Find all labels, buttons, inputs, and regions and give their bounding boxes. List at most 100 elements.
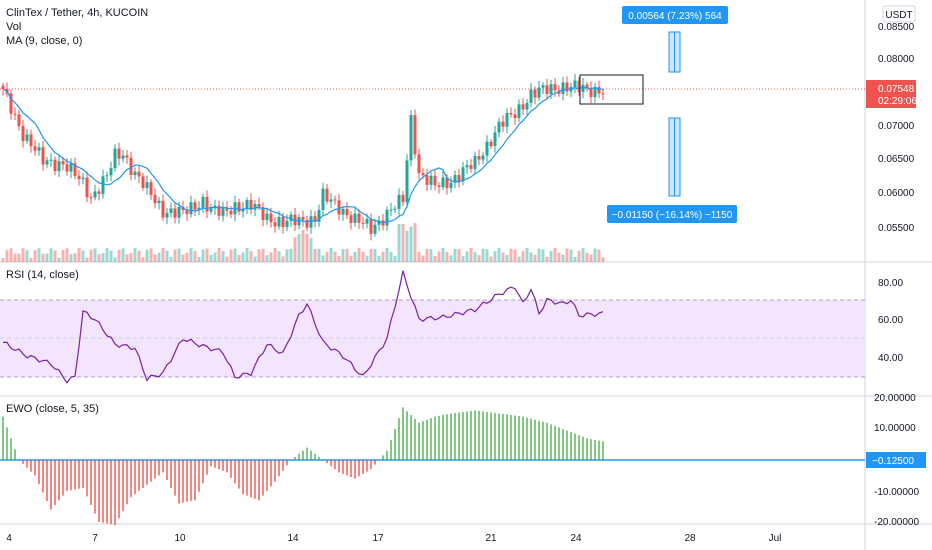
volume-bar <box>365 255 369 262</box>
candle-body <box>337 200 341 215</box>
volume-bar <box>185 252 189 262</box>
measure-up-label[interactable]: 0.00564 (7.23%) 564 <box>622 6 728 24</box>
candle-body <box>425 175 429 185</box>
volume-bar <box>121 248 125 262</box>
rsi-indicator-label[interactable]: RSI (14, close) <box>6 269 79 281</box>
volume-bar <box>569 249 573 262</box>
measure-down-label[interactable]: −0.01150 (−16.14%) −1150 <box>607 205 737 223</box>
currency-badge[interactable]: USDT <box>882 5 916 23</box>
candle-body <box>21 126 25 141</box>
volume-bar <box>337 255 341 262</box>
candle-body <box>277 216 281 227</box>
selection-rectangle[interactable] <box>579 74 644 105</box>
ewo-indicator-label[interactable]: EWO (close, 5, 35) <box>6 403 99 415</box>
volume-bar <box>325 252 329 262</box>
candle-body <box>321 188 325 211</box>
ewo-tick-2: -10.00000 <box>874 487 919 498</box>
volume-bar <box>421 255 425 262</box>
candle-body <box>265 213 269 220</box>
volume-bar <box>165 250 169 262</box>
candle-body <box>549 84 553 94</box>
candle-body <box>73 163 77 176</box>
candle-body <box>533 89 537 98</box>
volume-bar <box>137 250 141 262</box>
candle-body <box>581 84 585 92</box>
volume-bars <box>1 223 605 262</box>
candle-body <box>461 167 465 182</box>
candle-body <box>29 134 33 147</box>
candle-body <box>345 208 349 216</box>
ewo-tick-1: 10.00000 <box>874 423 916 434</box>
candle-body <box>141 176 145 188</box>
volume-bar <box>133 248 137 262</box>
candle-body <box>597 86 601 94</box>
volume-bar <box>385 248 389 262</box>
candle-body <box>285 220 289 228</box>
candle-body <box>313 216 317 222</box>
volume-bar <box>485 249 489 262</box>
volume-bar <box>77 248 81 262</box>
candle-body <box>545 85 549 94</box>
candle-body <box>149 182 153 195</box>
candle-body <box>37 147 41 151</box>
candle-body <box>365 219 369 224</box>
volume-bar <box>341 249 345 262</box>
time-tick-6: 24 <box>570 533 582 544</box>
volume-bar <box>157 252 161 262</box>
ewo-last-badge: −0.12500 <box>866 452 926 468</box>
candle-body <box>209 208 213 212</box>
candle-body <box>45 160 49 165</box>
volume-bar <box>277 251 281 262</box>
volume-bar <box>169 256 173 262</box>
price-tick-1: 0.06000 <box>878 188 915 199</box>
candle-body <box>77 175 81 180</box>
candle-body <box>65 164 69 172</box>
candle-body <box>237 202 241 212</box>
volume-bar <box>453 248 457 262</box>
volume-bar <box>425 248 429 262</box>
volume-bar <box>561 254 565 262</box>
candle-body <box>369 219 373 234</box>
candle-body <box>109 168 113 176</box>
volume-bar <box>181 254 185 262</box>
volume-bar <box>345 248 349 262</box>
volume-bar <box>361 251 365 262</box>
candle-body <box>477 156 481 160</box>
candle-body <box>189 202 193 215</box>
volume-bar <box>89 249 93 262</box>
volume-bar <box>145 249 149 262</box>
price-tick-4: 0.08000 <box>878 54 915 65</box>
candle-body <box>561 82 565 94</box>
candle-body <box>413 115 417 155</box>
candle-body <box>469 165 473 169</box>
candle-body <box>93 191 97 198</box>
volume-bar <box>389 251 393 262</box>
volume-bar <box>281 256 285 262</box>
volume-bar <box>317 248 321 262</box>
candle-body <box>405 160 409 203</box>
candle-body <box>257 203 261 208</box>
ma-line <box>2 86 604 224</box>
volume-bar <box>57 257 61 262</box>
ma-indicator-label[interactable]: MA (9, close, 0) <box>6 35 83 47</box>
candle-body <box>169 208 173 214</box>
svg-text:0.07548: 0.07548 <box>878 84 915 95</box>
volume-bar <box>469 248 473 262</box>
candle-body <box>137 171 141 177</box>
time-tick-2: 10 <box>174 533 186 544</box>
svg-text:02:29:06: 02:29:06 <box>878 96 917 107</box>
volume-bar <box>29 257 33 262</box>
volume-bar <box>261 248 265 262</box>
volume-bar <box>413 223 417 262</box>
volume-bar <box>429 249 433 262</box>
volume-bar <box>477 255 481 262</box>
rsi-tick-0: 80.00 <box>878 278 903 289</box>
candle-body <box>517 104 521 119</box>
volume-bar <box>213 252 217 262</box>
candle-body <box>245 200 249 209</box>
rsi-band <box>0 300 865 377</box>
vol-indicator-label[interactable]: Vol <box>6 21 22 33</box>
candle-body <box>409 115 413 161</box>
candle-body <box>289 214 293 221</box>
